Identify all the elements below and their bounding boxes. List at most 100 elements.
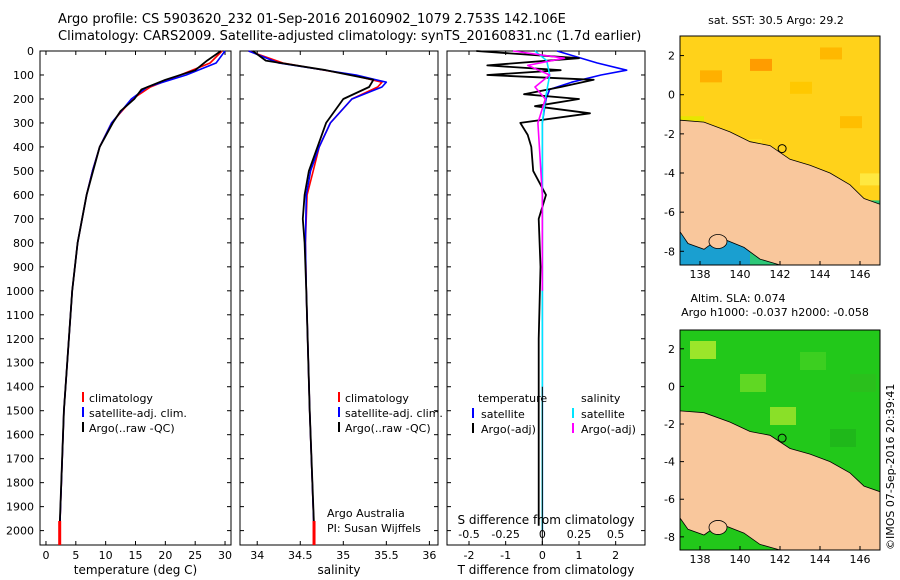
- y-tick-label: 1800: [6, 477, 34, 490]
- title-line-1: Argo profile: CS 5903620_232 01-Sep-2016…: [58, 12, 566, 27]
- legend-label: satellite: [581, 408, 625, 421]
- sst-patch: [820, 47, 842, 60]
- y-tick-label: 300: [13, 117, 34, 130]
- sla-patch: [800, 352, 826, 370]
- x-top-tick-label: 0.5: [607, 528, 625, 541]
- map-content-2: [680, 330, 880, 550]
- x-tick-label: 34.5: [288, 549, 313, 562]
- annotation-institution: Argo Australia: [327, 507, 405, 520]
- title-line-2: Climatology: CARS2009. Satellite-adjuste…: [58, 29, 642, 44]
- x-tick-label: 1: [576, 549, 583, 562]
- x-top-tick-label: -0.25: [491, 528, 519, 541]
- map-x-tick-label: 142: [770, 268, 791, 281]
- y-tick-label: 1700: [6, 453, 34, 466]
- legend-label: satellite-adj. clim.: [345, 407, 443, 420]
- x-tick-label: 5: [72, 549, 79, 562]
- x-tick-label: 35.5: [374, 549, 399, 562]
- sla-patch: [850, 374, 876, 392]
- x-axis-label: T difference from climatology: [457, 563, 635, 577]
- y-tick-label: 1000: [6, 285, 34, 298]
- map-y-tick-label: -2: [664, 128, 675, 141]
- x-tick-label: 0: [42, 549, 49, 562]
- x-tick-label: 25: [188, 549, 202, 562]
- y-tick-label: 400: [13, 141, 34, 154]
- sst-patch: [700, 70, 722, 83]
- map-x-tick-label: 138: [690, 553, 711, 566]
- legend-label: climatology: [89, 392, 153, 405]
- x-tick-label: 10: [99, 549, 113, 562]
- x-tick-label: -1: [500, 549, 511, 562]
- y-tick-label: 100: [13, 69, 34, 82]
- x-tick-label: 36: [422, 549, 436, 562]
- series-argo-line: [58, 50, 222, 526]
- map-subtitle-sla: Argo h1000: -0.037 h2000: -0.058: [681, 306, 869, 319]
- sla-patch: [690, 341, 716, 359]
- x-top-tick-label: 0: [539, 528, 546, 541]
- y-tick-label: 800: [13, 237, 34, 250]
- legend-header-temperature: temperature: [478, 392, 547, 405]
- map-x-tick-label: 144: [810, 268, 831, 281]
- x-axis-label: temperature (deg C): [74, 563, 197, 577]
- map-y-tick-label: -6: [664, 206, 675, 219]
- y-tick-label: 700: [13, 213, 34, 226]
- map-x-tick-label: 146: [850, 553, 871, 566]
- map-y-tick-label: -4: [664, 167, 675, 180]
- map-x-tick-label: 142: [770, 553, 791, 566]
- map-y-tick-label: -4: [664, 456, 675, 469]
- y-tick-label: 200: [13, 93, 34, 106]
- map-content-1: [680, 36, 880, 265]
- sla-patch: [830, 429, 856, 447]
- map-y-tick-label: -8: [664, 531, 675, 544]
- map-x-tick-label: 140: [730, 553, 751, 566]
- sst-patch: [750, 58, 772, 71]
- series-t-argo-line: [476, 50, 595, 526]
- legend-label: satellite-adj. clim.: [89, 407, 187, 420]
- y-tick-label: 500: [13, 165, 34, 178]
- y-tick-label: 1100: [6, 309, 34, 322]
- sst-patch: [840, 116, 862, 129]
- legend-label: Argo(..raw -QC): [345, 422, 431, 435]
- legend-label: Argo(-adj): [581, 423, 636, 436]
- legend-header-salinity: salinity: [581, 392, 621, 405]
- legend-label: satellite: [481, 408, 525, 421]
- sst-patch: [790, 81, 812, 94]
- map-y-tick-label: 2: [668, 50, 675, 63]
- annotation-pi: PI: Susan Wijffels: [327, 522, 421, 535]
- argo-position-marker: [777, 144, 787, 154]
- panel-frame-3: [446, 50, 646, 546]
- y-tick-label: 900: [13, 261, 34, 274]
- x-top-tick-label: -0.5: [458, 528, 479, 541]
- map-title-sla: Altim. SLA: 0.074: [690, 292, 785, 305]
- sst-patch: [860, 173, 880, 186]
- map-y-tick-label: 2: [668, 343, 675, 356]
- map-y-tick-label: -8: [664, 245, 675, 258]
- map-x-tick-label: 144: [810, 553, 831, 566]
- island: [708, 520, 728, 535]
- y-tick-label: 1300: [6, 357, 34, 370]
- map-y-tick-label: 0: [668, 89, 675, 102]
- panel-frame-1: [39, 50, 232, 546]
- y-tick-label: 1900: [6, 501, 34, 514]
- y-tick-label: 0: [27, 45, 34, 58]
- map-title-sst: sat. SST: 30.5 Argo: 29.2: [708, 14, 844, 27]
- land-mass: [680, 119, 880, 265]
- map-x-tick-label: 146: [850, 268, 871, 281]
- series-s-satellite-line: [534, 50, 551, 531]
- y-tick-label: 1200: [6, 333, 34, 346]
- x-tick-label: 0: [539, 549, 546, 562]
- x-top-axis-label: S difference from climatology: [458, 513, 635, 527]
- map-x-tick-label: 138: [690, 268, 711, 281]
- series-argo-line: [252, 50, 375, 526]
- sla-patch: [740, 374, 766, 392]
- x-tick-label: 15: [129, 549, 143, 562]
- footer-stamp: ©IMOS 07-Sep-2016 20:39:41: [884, 384, 897, 550]
- y-tick-label: 2000: [6, 525, 34, 538]
- x-tick-label: 30: [218, 549, 232, 562]
- y-tick-label: 1400: [6, 381, 34, 394]
- land-mass: [680, 410, 880, 550]
- x-tick-label: 34: [250, 549, 264, 562]
- y-tick-label: 600: [13, 189, 34, 202]
- x-tick-label: 35: [336, 549, 350, 562]
- argo-position-marker: [777, 433, 787, 443]
